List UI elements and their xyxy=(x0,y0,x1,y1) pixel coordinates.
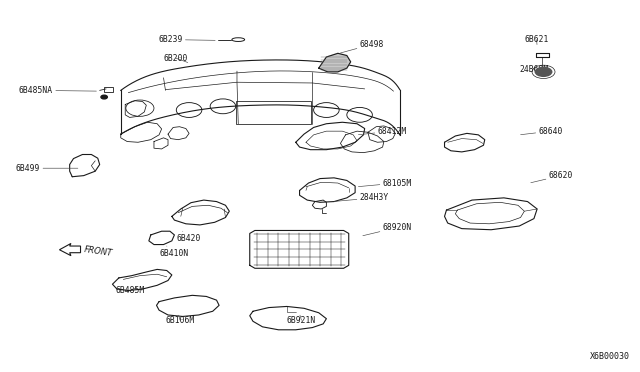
Text: 6B921N: 6B921N xyxy=(287,315,316,325)
Text: 24B60M: 24B60M xyxy=(519,65,548,74)
Circle shape xyxy=(101,95,108,99)
Text: 284H3Y: 284H3Y xyxy=(334,193,389,202)
Text: 6B621: 6B621 xyxy=(524,35,548,45)
Text: 6B499: 6B499 xyxy=(16,164,78,173)
Text: 6B239: 6B239 xyxy=(158,35,215,44)
Polygon shape xyxy=(319,53,351,72)
Bar xyxy=(236,101,311,124)
Text: 68498: 68498 xyxy=(340,40,384,53)
Text: 6B410N: 6B410N xyxy=(159,246,188,258)
Text: 68412M: 68412M xyxy=(358,126,407,136)
Text: 6B485NA: 6B485NA xyxy=(19,86,97,95)
Text: 68920N: 68920N xyxy=(363,223,412,236)
Circle shape xyxy=(534,67,552,77)
Text: 68620: 68620 xyxy=(531,171,573,183)
Polygon shape xyxy=(60,243,81,256)
Text: 68105M: 68105M xyxy=(358,179,412,187)
Text: X6B00030: X6B00030 xyxy=(589,352,630,361)
Bar xyxy=(104,87,113,92)
Text: 6B106M: 6B106M xyxy=(166,315,195,325)
Text: 6B200: 6B200 xyxy=(164,54,188,62)
Text: 6B485M: 6B485M xyxy=(116,286,145,295)
Text: 68640: 68640 xyxy=(520,126,563,136)
Text: 6B420: 6B420 xyxy=(176,231,201,243)
Text: FRONT: FRONT xyxy=(84,245,113,258)
